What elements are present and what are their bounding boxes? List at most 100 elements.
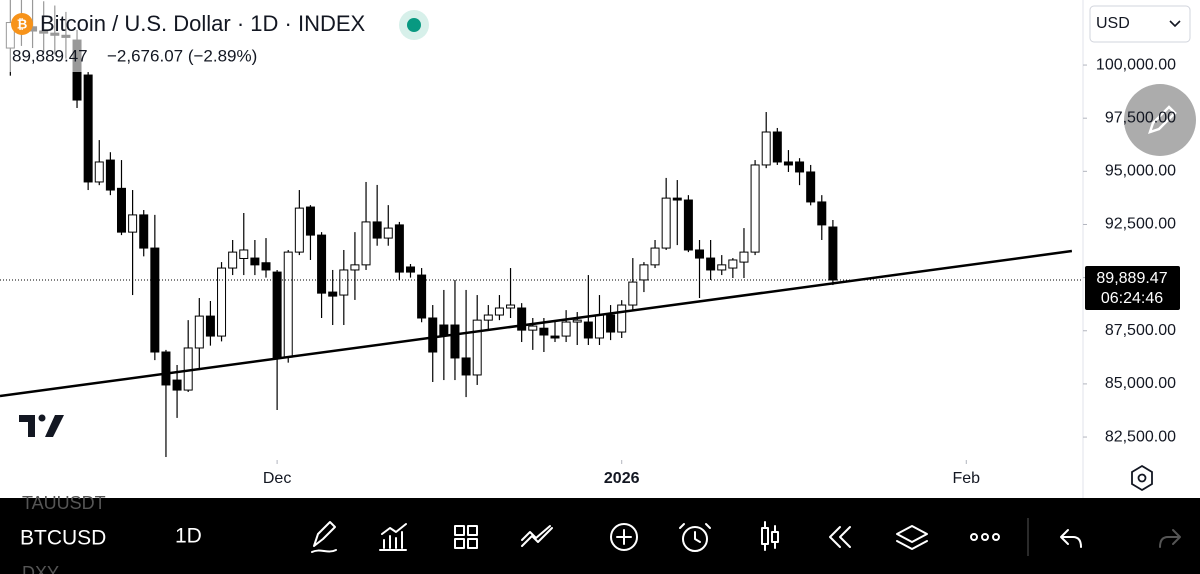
candle-body <box>428 317 438 353</box>
candle-body <box>528 325 538 331</box>
candle-body <box>594 314 604 339</box>
candle-body <box>617 304 627 333</box>
header-change: −2,676.07 (−2.89%) <box>107 46 257 65</box>
candle-body <box>83 74 93 183</box>
candle-body <box>105 159 115 191</box>
candle-body <box>772 131 782 163</box>
candle-body <box>450 324 460 359</box>
candle-body <box>217 267 227 337</box>
candle-body <box>172 379 182 391</box>
candle-body <box>572 319 582 323</box>
candle-body <box>639 264 649 281</box>
candle-body <box>472 319 482 376</box>
bitcoin-icon-glyph: ₿ <box>17 16 28 31</box>
candle-body <box>695 249 705 259</box>
candle-body <box>628 281 638 306</box>
candle-body <box>283 251 293 358</box>
y-tick-label: 87,500.00 <box>1105 322 1176 339</box>
add-tool[interactable] <box>616 529 632 545</box>
symbol-title[interactable]: Bitcoin / U.S. Dollar · 1D · INDEX <box>40 11 366 36</box>
candle-body <box>161 351 171 386</box>
dropdown-arrow <box>1169 20 1181 28</box>
y-tick-label: 82,500.00 <box>1105 428 1176 445</box>
candle-body <box>783 161 793 166</box>
header-backdrop <box>0 0 440 72</box>
bottom-toolbar <box>0 498 1200 574</box>
candle-body <box>272 271 282 359</box>
tradingview-logo <box>19 414 64 437</box>
candle-body <box>561 321 571 337</box>
candle-body <box>728 259 738 269</box>
trendline <box>0 249 1073 398</box>
last-price-label: 89,889.47 <box>1096 270 1167 287</box>
compare-tool[interactable] <box>521 525 553 547</box>
interval-button[interactable]: 1D <box>175 525 202 548</box>
candle-body <box>361 221 371 266</box>
indicators-tool[interactable] <box>379 523 407 551</box>
currency-label[interactable]: USD <box>1096 15 1130 32</box>
candle-body <box>494 307 504 316</box>
edit-icon <box>1148 105 1177 134</box>
next-symbol: DXY <box>22 563 59 574</box>
candle-body <box>394 224 404 273</box>
candle-body <box>150 247 160 353</box>
candle-body <box>806 171 816 203</box>
redo-tool <box>1159 529 1181 548</box>
candle-body <box>817 201 827 226</box>
candle-body <box>228 251 238 269</box>
candle-body <box>250 257 260 266</box>
candle-body <box>417 274 427 319</box>
bitcoin-icon <box>11 13 33 35</box>
candle-body <box>517 307 527 331</box>
header-price: 89,889.47 <box>12 46 88 65</box>
draw-tool[interactable] <box>311 521 337 553</box>
settings-icon-center <box>1137 473 1147 483</box>
candle-body <box>650 247 660 266</box>
y-tick-label: 100,000.00 <box>1096 56 1176 73</box>
candle-body <box>706 257 716 271</box>
candle-body <box>717 264 727 271</box>
last-price-badge <box>1085 265 1180 310</box>
alert-tool[interactable] <box>679 523 711 543</box>
candle-body <box>116 187 126 233</box>
candle-body <box>406 266 416 273</box>
currency-dropdown[interactable] <box>1089 5 1191 43</box>
candle-body <box>828 226 838 281</box>
more-tool[interactable] <box>992 533 1000 541</box>
replay-tool[interactable] <box>829 526 851 548</box>
candle-body <box>328 291 338 297</box>
candle-body <box>383 227 393 239</box>
chart-type-tool[interactable] <box>761 521 779 551</box>
candle-body <box>261 262 271 271</box>
objects-tool[interactable] <box>896 525 928 550</box>
undo-tool[interactable] <box>1060 529 1082 548</box>
candle-body <box>672 197 682 201</box>
symbol-button[interactable]: BTCUSD <box>20 527 106 550</box>
x-tick-label: 2026 <box>604 470 640 487</box>
candle-body <box>94 161 104 183</box>
candle-body <box>583 321 593 339</box>
countdown-label: 06:24:46 <box>1101 290 1163 307</box>
x-tick-label: Feb <box>952 470 980 487</box>
candle-body <box>350 264 360 271</box>
prev-symbol: TAUUSDT <box>22 493 106 513</box>
edit-button[interactable] <box>1124 84 1196 156</box>
settings-icon[interactable] <box>1131 464 1153 492</box>
candle-body <box>539 327 549 336</box>
candle-body <box>683 199 693 251</box>
y-tick-label: 97,500.00 <box>1105 109 1176 126</box>
candle-body <box>461 357 471 376</box>
y-tick-label: 85,000.00 <box>1105 375 1176 392</box>
y-tick-label: 95,000.00 <box>1105 163 1176 180</box>
candle-body <box>305 206 315 236</box>
layouts-tool[interactable] <box>454 525 478 549</box>
candle-body <box>294 207 304 253</box>
candle-body <box>205 315 215 337</box>
candle-body <box>194 315 204 349</box>
candle-body <box>661 197 671 249</box>
x-tick-label: Dec <box>263 470 291 487</box>
candle-body <box>506 304 516 309</box>
candle-body <box>139 214 149 249</box>
candle-body <box>483 314 493 321</box>
